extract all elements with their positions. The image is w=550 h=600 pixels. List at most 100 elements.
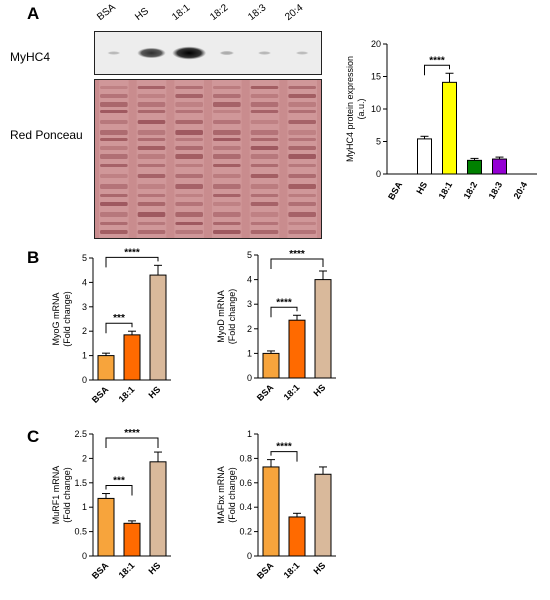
ponceau-band: [137, 174, 166, 178]
ponceau-band: [213, 184, 241, 189]
ponceau-band: [137, 120, 166, 124]
y-tick-label: 4: [82, 277, 87, 287]
ponceau-band: [288, 230, 316, 234]
bar: [314, 473, 332, 557]
significance-label: ****: [429, 55, 445, 66]
ponceau-band: [137, 164, 166, 167]
blot-lane-label: 20:4: [283, 2, 306, 24]
y-axis-label: MyoG mRNA: [51, 292, 61, 345]
significance-label: ***: [113, 313, 125, 324]
x-tick-label: BSA: [255, 382, 276, 403]
ponceau-band: [100, 174, 128, 178]
ponceau-band: [213, 230, 241, 234]
y-tick-label: 20: [371, 39, 381, 49]
significance-bracket: [105, 322, 133, 334]
ponceau-band: [175, 110, 203, 113]
myhc4-band: [295, 51, 309, 55]
ponceau-band: [137, 138, 166, 141]
bar: [467, 159, 482, 175]
ponceau-blot-label: Red Ponceau: [10, 128, 83, 142]
ponceau-band: [175, 120, 203, 124]
ponceau-band: [250, 184, 279, 189]
ponceau-band: [250, 164, 279, 167]
ponceau-band: [175, 130, 203, 135]
bar: [149, 274, 167, 381]
blot-lane-label: BSA: [95, 2, 118, 23]
bar: [97, 355, 115, 381]
ponceau-band: [100, 154, 128, 159]
y-axis-label: (Fold change): [62, 467, 72, 523]
ponceau-band: [175, 184, 203, 189]
myhc4-protein-chart: 0 5 10 15 20 MyHC4 protein expression (a.u.) BS…: [345, 39, 537, 201]
significance-label: ****: [276, 297, 292, 308]
ponceau-band: [213, 174, 241, 178]
ponceau-band: [100, 230, 128, 234]
significance-bracket: [105, 256, 159, 268]
ponceau-band: [213, 102, 241, 107]
ponceau-lane: [249, 80, 280, 238]
panel-letter-a: A: [27, 4, 40, 23]
ponceau-band: [100, 164, 128, 167]
y-tick-label: 0.6: [239, 478, 252, 488]
y-tick-label: 1: [247, 348, 252, 358]
ponceau-band: [175, 86, 203, 89]
bar: [314, 279, 332, 379]
ponceau-band: [250, 230, 279, 234]
bar: [417, 138, 432, 175]
x-tick-label: 18:3: [487, 180, 505, 201]
bar: [288, 319, 306, 379]
x-tick-label: 18:1: [282, 560, 302, 580]
y-tick-label: 2: [247, 324, 252, 334]
panel-letter-b: B: [27, 248, 40, 267]
ponceau-band: [288, 94, 316, 98]
ponceau-band: [213, 86, 241, 89]
myhc4-blot-bands: [107, 46, 309, 60]
ponceau-band: [288, 146, 316, 150]
x-tick-label: HS: [146, 384, 162, 400]
bar: [123, 522, 141, 557]
x-tick-label: HS: [311, 560, 327, 576]
y-tick-label: 0: [247, 551, 252, 561]
y-tick-label: 0.5: [74, 527, 87, 537]
y-tick-label: 3: [82, 302, 87, 312]
myhc4-band: [257, 51, 272, 55]
ponceau-band: [175, 94, 203, 98]
blot-lane-label: HS: [132, 5, 151, 23]
ponceau-band: [288, 130, 316, 135]
y-tick-label: 0.8: [239, 453, 252, 463]
ponceau-band: [288, 174, 316, 178]
ponceau-band: [213, 212, 241, 217]
y-tick-label: 3: [247, 299, 252, 309]
significance-bracket: [270, 451, 298, 462]
bar: [262, 466, 280, 557]
y-tick-label: 0.4: [239, 502, 252, 512]
ponceau-band: [288, 86, 316, 89]
x-tick-label: 18:2: [462, 180, 480, 201]
significance-label: ****: [124, 248, 140, 258]
y-tick-label: 1: [247, 429, 252, 439]
x-tick-label: BSA: [90, 384, 111, 405]
ponceau-band: [175, 102, 203, 107]
x-tick-label: HS: [311, 382, 327, 398]
ponceau-band: [213, 130, 241, 135]
ponceau-band: [175, 174, 203, 178]
ponceau-band: [250, 130, 279, 135]
ponceau-band: [250, 120, 279, 124]
significance-bracket: [105, 485, 133, 496]
ponceau-band: [137, 230, 166, 234]
ponceau-lane: [136, 80, 167, 238]
y-axis-label: MyoD mRNA: [216, 290, 226, 343]
myhc4-blot: [94, 31, 322, 75]
bar: [492, 158, 507, 175]
ponceau-band: [250, 194, 279, 197]
ponceau-band: [288, 102, 316, 107]
y-tick-label: 0: [376, 169, 381, 179]
y-tick-label: 2.5: [74, 429, 87, 439]
ponceau-band: [288, 120, 316, 124]
ponceau-band: [137, 222, 166, 225]
ponceau-band: [137, 184, 166, 189]
myhc4-blot-label: MyHC4: [10, 50, 51, 64]
y-tick-label: 5: [247, 250, 252, 260]
y-tick-label: 1.5: [74, 478, 87, 488]
ponceau-band: [250, 102, 279, 107]
